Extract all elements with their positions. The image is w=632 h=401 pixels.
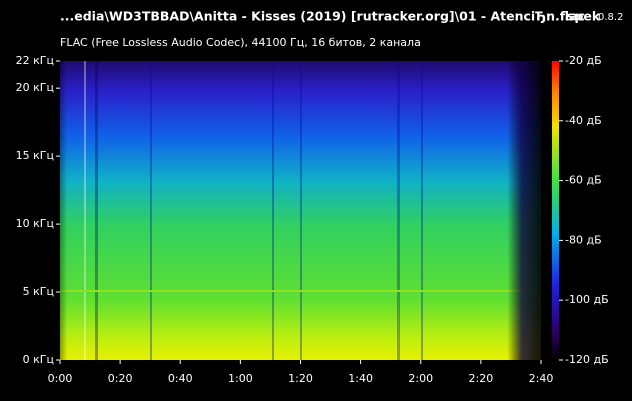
- x-tick-label: 2:40: [529, 372, 554, 385]
- colorbar: [552, 61, 559, 360]
- x-tick-label: 0:40: [168, 372, 193, 385]
- y-tick-label: 22 кГц: [16, 54, 54, 67]
- colorbar-tick-label: -120 дБ: [565, 353, 609, 366]
- app-version: 0.8.2: [598, 12, 623, 23]
- x-tick-label: 1:00: [228, 372, 253, 385]
- x-tick-label: 1:20: [288, 372, 313, 385]
- colorbar-tick-label: -80 дБ: [565, 233, 602, 246]
- colorbar-tick-label: -60 дБ: [565, 174, 602, 187]
- subtitle: FLAC (Free Lossless Audio Codec), 44100 …: [60, 36, 421, 49]
- colorbar-tick-label: -40 дБ: [565, 114, 602, 127]
- y-tick-label: 15 кГц: [16, 149, 54, 162]
- file-title: ...edia\WD3TBBAD\Anitta - Kisses (2019) …: [60, 9, 585, 24]
- x-tick-label: 0:20: [108, 372, 133, 385]
- x-tick-label: 0:00: [48, 372, 73, 385]
- x-tick-label: 2:00: [408, 372, 433, 385]
- app-name: spek: [567, 9, 601, 24]
- y-tick-label: 0 кГц: [23, 353, 54, 366]
- x-tick-label: 1:40: [348, 372, 373, 385]
- spectrogram: [60, 61, 541, 360]
- colorbar-tick-label: -100 дБ: [565, 293, 609, 306]
- y-tick-label: 10 кГц: [16, 217, 54, 230]
- y-tick-label: 20 кГц: [16, 81, 54, 94]
- x-tick-label: 2:20: [469, 372, 494, 385]
- spectrogram-fade: [60, 61, 541, 360]
- y-tick-label: 5 кГц: [23, 285, 54, 298]
- colorbar-tick-label: -20 дБ: [565, 54, 602, 67]
